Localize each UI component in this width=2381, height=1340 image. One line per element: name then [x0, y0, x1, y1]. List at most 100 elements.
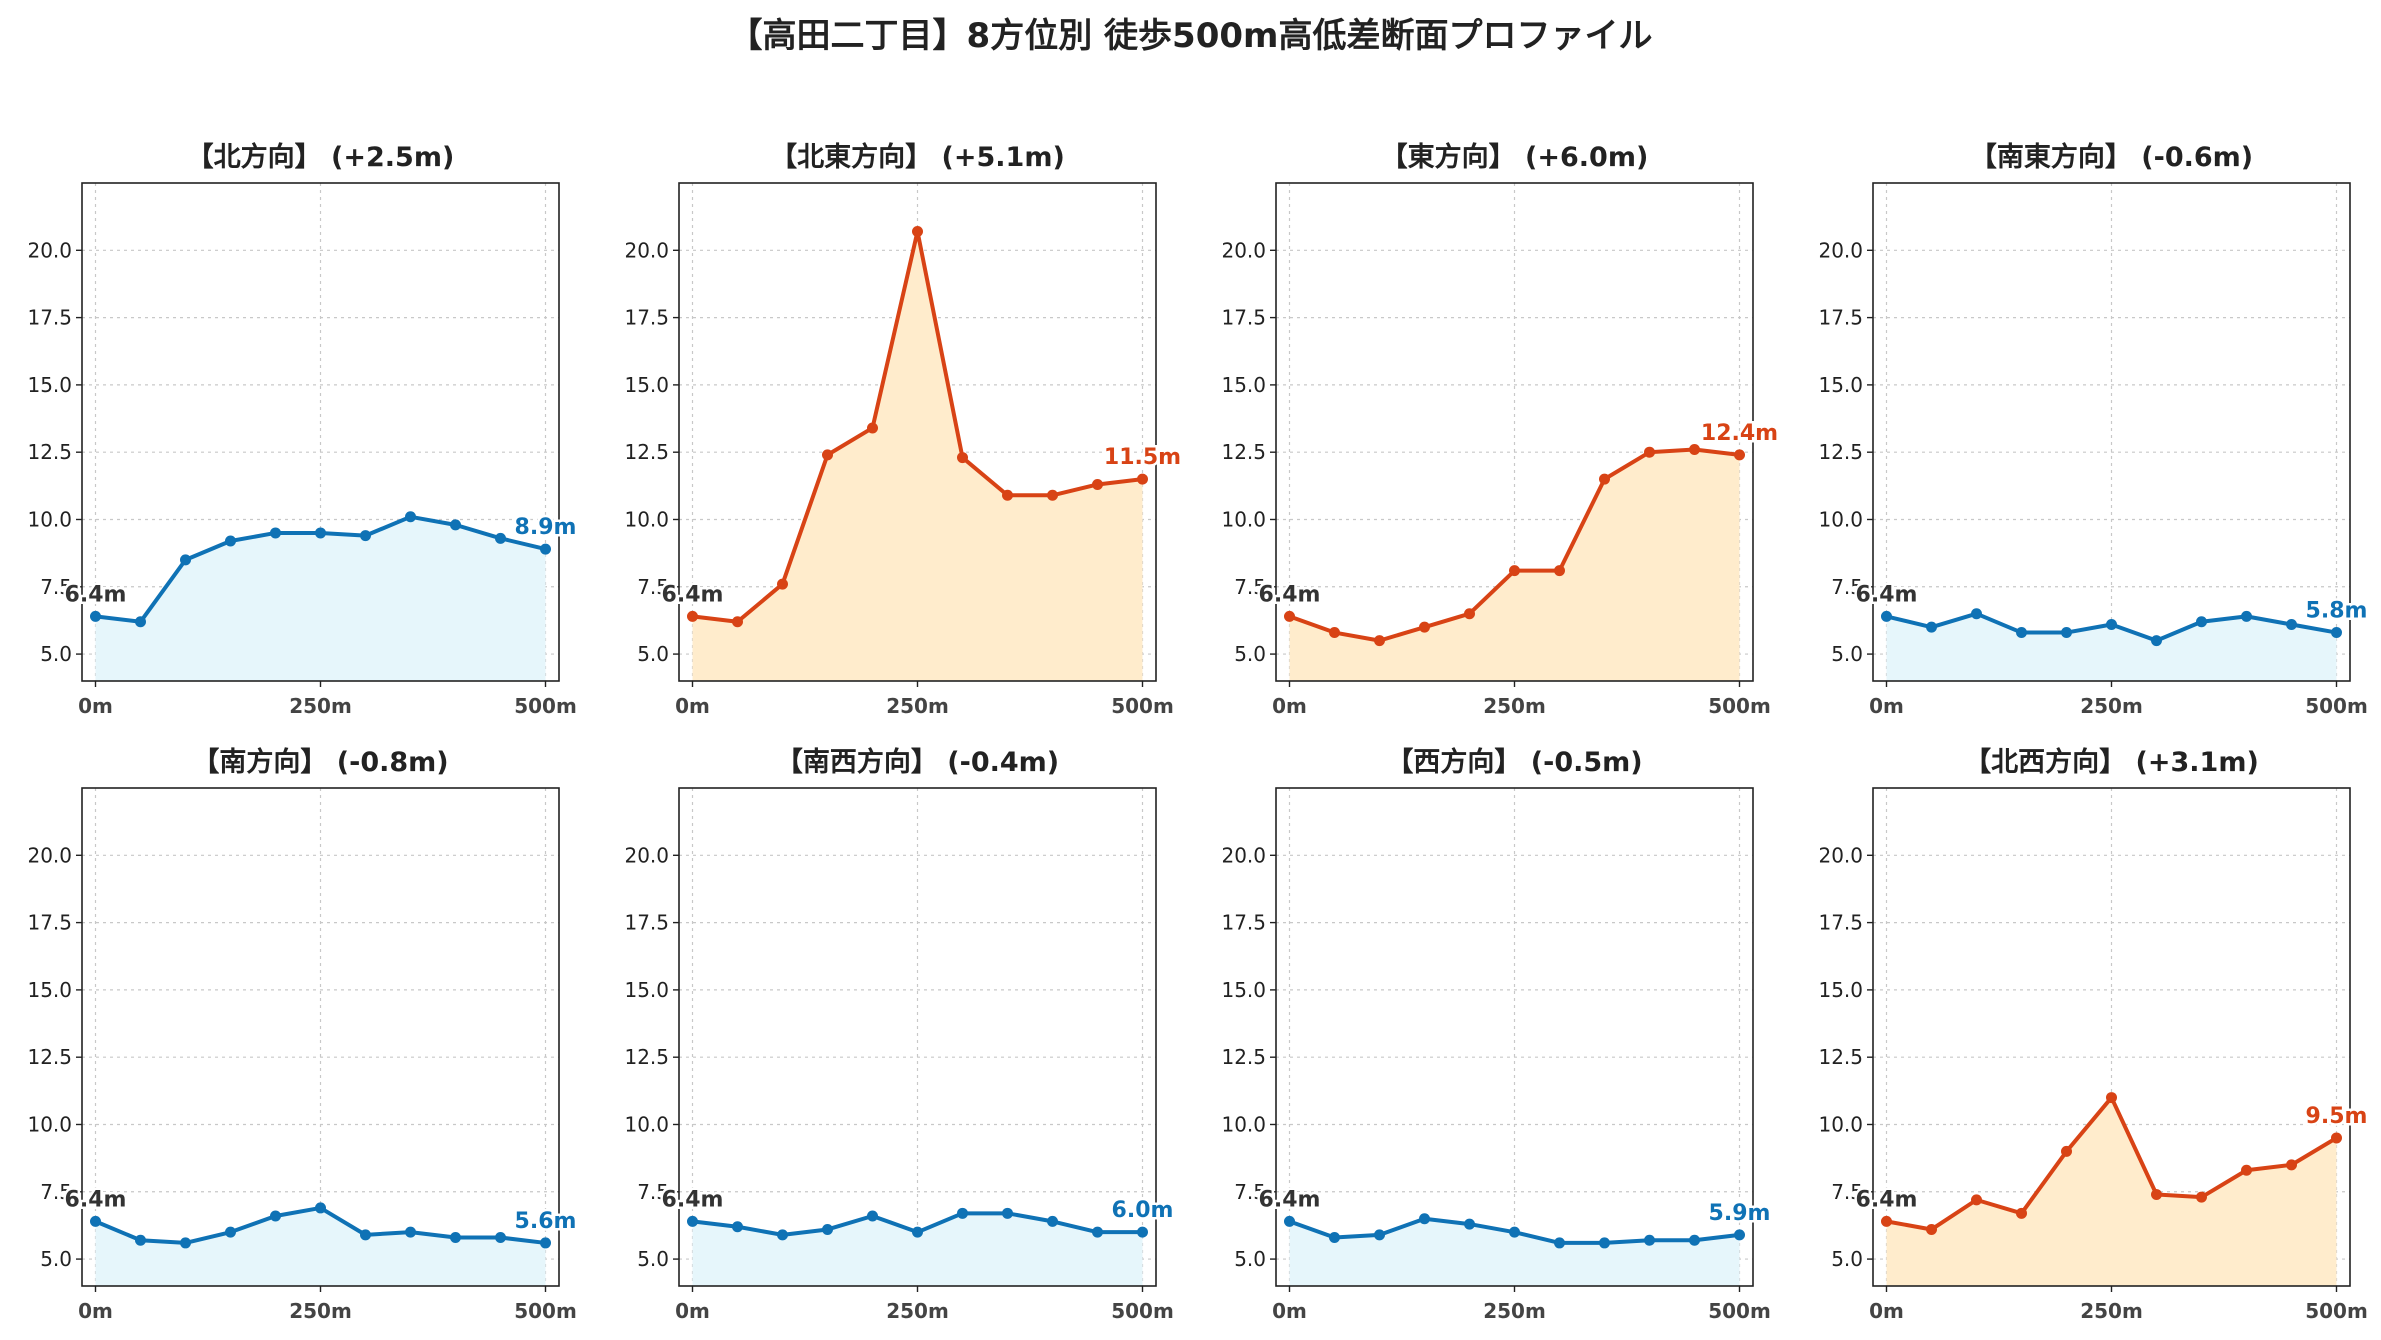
data-point: [1464, 608, 1475, 620]
series-area: [95, 1207, 546, 1286]
data-point: [2331, 1132, 2342, 1144]
chart-title: 【北西方向】 (+3.1m): [1964, 746, 2259, 778]
chart-title: 【南東方向】 (-0.6m): [1970, 141, 2253, 173]
y-tick-label: 12.5: [624, 440, 669, 464]
x-tick-label: 500m: [514, 694, 577, 718]
y-tick-label: 17.5: [624, 911, 669, 935]
data-point: [135, 616, 146, 628]
data-point: [90, 1215, 101, 1227]
end-value-label: 12.4m: [1701, 421, 1778, 446]
y-tick-label: 15.0: [1221, 978, 1266, 1002]
data-point: [1329, 1232, 1340, 1244]
data-point: [2106, 618, 2117, 630]
data-point: [1137, 473, 1148, 485]
end-value-label: 6.0m: [1112, 1198, 1174, 1223]
y-tick-label: 5.0: [1831, 642, 1863, 666]
y-tick-label: 12.5: [624, 1045, 669, 1069]
data-point: [1644, 446, 1655, 458]
data-point: [405, 1226, 416, 1238]
data-point: [1047, 489, 1058, 501]
data-point: [540, 543, 551, 555]
data-point: [2151, 635, 2162, 647]
y-tick-label: 15.0: [1818, 373, 1863, 397]
chart-title: 【西方向】 (-0.5m): [1386, 746, 1642, 778]
x-tick-label: 0m: [675, 694, 710, 718]
chart-panel-4: 5.0 7.5 10.0 12.5 15.0 17.5 20.0 0m 250m 500m 6.4m…: [1818, 141, 2369, 718]
data-point: [450, 1232, 461, 1244]
y-tick-label: 10.0: [624, 507, 669, 531]
data-point: [957, 452, 968, 464]
y-tick-label: 7.5: [1831, 1180, 1863, 1204]
series-area: [95, 516, 546, 681]
y-tick-label: 10.0: [27, 507, 72, 531]
plot-frame: [1275, 787, 1754, 1287]
data-point: [1689, 1234, 1700, 1246]
data-point: [2241, 1164, 2252, 1176]
data-point: [1971, 608, 1982, 620]
x-tick-label: 0m: [1869, 694, 1904, 718]
end-value-label: 5.6m: [515, 1209, 577, 1234]
x-tick-label: 500m: [514, 1299, 577, 1323]
data-point: [1284, 610, 1295, 622]
y-tick-label: 17.5: [27, 911, 72, 935]
data-point: [777, 1229, 788, 1241]
start-value-label: 6.4m: [662, 582, 724, 607]
x-tick-label: 500m: [2305, 694, 2368, 718]
data-point: [1599, 473, 1610, 485]
series-area: [692, 1213, 1143, 1286]
start-value-label: 6.4m: [65, 1187, 127, 1212]
x-tick-label: 0m: [675, 1299, 710, 1323]
y-tick-label: 20.0: [27, 843, 72, 867]
y-tick-label: 5.0: [1234, 642, 1266, 666]
data-point: [2106, 1092, 2117, 1104]
y-tick-label: 10.0: [1221, 1112, 1266, 1136]
page-title: 【高田二丁目】8方位別 徒歩500m高低差断面プロファイル: [728, 16, 1653, 56]
y-tick-label: 5.0: [40, 642, 72, 666]
y-tick-label: 15.0: [27, 978, 72, 1002]
y-tick-label: 10.0: [1221, 507, 1266, 531]
y-tick-label: 5.0: [1234, 1247, 1266, 1271]
start-value-label: 6.4m: [1856, 582, 1918, 607]
chart-panel-7: 5.0 7.5 10.0 12.5 15.0 17.5 20.0 0m 250m 500m 6.4m…: [1221, 746, 1772, 1323]
data-point: [687, 1215, 698, 1227]
y-tick-label: 12.5: [27, 1045, 72, 1069]
x-tick-label: 250m: [886, 694, 949, 718]
y-tick-label: 12.5: [27, 440, 72, 464]
data-point: [1092, 1226, 1103, 1238]
start-value-label: 6.4m: [662, 1187, 724, 1212]
y-tick-label: 5.0: [40, 1247, 72, 1271]
y-tick-label: 17.5: [1818, 306, 1863, 330]
data-point: [270, 1210, 281, 1222]
data-point: [1419, 1213, 1430, 1225]
data-point: [1554, 565, 1565, 577]
y-tick-label: 7.5: [637, 575, 669, 599]
y-tick-label: 15.0: [1221, 373, 1266, 397]
data-point: [1464, 1218, 1475, 1230]
y-tick-label: 12.5: [1221, 440, 1266, 464]
y-tick-label: 10.0: [624, 1112, 669, 1136]
x-tick-label: 250m: [289, 1299, 352, 1323]
plot-frame: [678, 787, 1157, 1287]
y-tick-label: 10.0: [27, 1112, 72, 1136]
data-point: [1374, 635, 1385, 647]
y-tick-label: 5.0: [637, 642, 669, 666]
data-point: [360, 530, 371, 542]
end-value-label: 9.5m: [2306, 1104, 2368, 1129]
data-point: [540, 1237, 551, 1249]
data-point: [1092, 478, 1103, 490]
x-tick-label: 250m: [1483, 1299, 1546, 1323]
data-point: [1881, 1215, 1892, 1227]
y-tick-label: 20.0: [1221, 843, 1266, 867]
data-point: [405, 511, 416, 523]
y-tick-label: 15.0: [1818, 978, 1863, 1002]
chart-panel-6: 5.0 7.5 10.0 12.5 15.0 17.5 20.0 0m 250m 500m 6.4m…: [624, 746, 1175, 1323]
y-tick-label: 12.5: [1818, 1045, 1863, 1069]
data-point: [495, 1232, 506, 1244]
x-tick-label: 250m: [289, 694, 352, 718]
y-tick-label: 17.5: [27, 306, 72, 330]
series-area: [1886, 1097, 2337, 1286]
y-tick-label: 10.0: [1818, 1112, 1863, 1136]
x-tick-label: 250m: [886, 1299, 949, 1323]
series-area: [1886, 613, 2337, 681]
y-tick-label: 20.0: [1818, 238, 1863, 262]
